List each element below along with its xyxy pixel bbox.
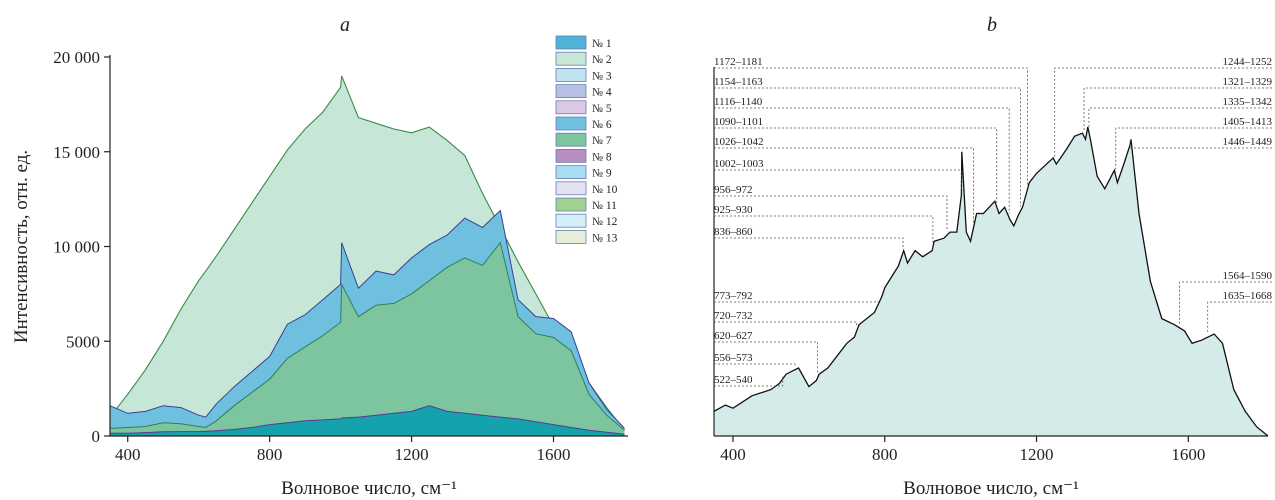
peak-leader bbox=[714, 341, 818, 374]
x-tick-label-b: 1200 bbox=[1020, 445, 1054, 464]
peak-leader bbox=[714, 107, 1010, 214]
y-tick-label-a: 10 000 bbox=[53, 238, 100, 257]
legend-swatch bbox=[555, 181, 587, 196]
peak-label: 956–972 bbox=[714, 184, 753, 196]
spectrum-area bbox=[714, 127, 1268, 436]
y-tick-label-a: 20 000 bbox=[53, 48, 100, 67]
peak-label: 1564–1590 bbox=[1223, 270, 1273, 282]
legend-label: № 11 bbox=[592, 200, 617, 212]
peak-label: 1446–1449 bbox=[1223, 136, 1273, 148]
peak-label: 1321–1329 bbox=[1223, 76, 1273, 88]
legend-swatch bbox=[555, 68, 587, 82]
peak-label: 620–627 bbox=[714, 330, 753, 342]
legend-label: № 7 bbox=[592, 135, 612, 147]
x-axis-title-a: Волновое число, см⁻¹ bbox=[281, 478, 457, 499]
series-1-area bbox=[110, 405, 625, 436]
legend-swatch bbox=[555, 116, 587, 131]
legend-label: № 4 bbox=[592, 87, 612, 99]
peak-leader bbox=[714, 215, 934, 243]
y-axis-title-a: Интенсивность, отн. ед. bbox=[11, 150, 32, 343]
x-tick-label-b: 400 bbox=[720, 445, 746, 464]
peak-leader bbox=[1129, 139, 1272, 149]
peak-leader bbox=[714, 301, 879, 303]
legend-label: № 2 bbox=[592, 54, 612, 66]
peak-leader bbox=[714, 195, 948, 232]
peak-leader bbox=[714, 237, 904, 249]
legend-label: № 3 bbox=[592, 70, 612, 82]
legend-label: № 13 bbox=[592, 232, 618, 244]
series-7-line bbox=[109, 241, 625, 431]
legend-swatch bbox=[555, 84, 587, 98]
peak-label: 1244–1252 bbox=[1223, 56, 1273, 68]
legend-label: № 9 bbox=[592, 168, 612, 180]
legend-label: № 1 bbox=[592, 38, 612, 50]
legend-swatch bbox=[555, 100, 587, 115]
legend-swatch bbox=[555, 148, 587, 163]
legend-swatch bbox=[555, 35, 587, 50]
peak-label: 1002–1003 bbox=[714, 158, 764, 170]
legend-label: № 6 bbox=[592, 119, 612, 131]
series-8-line bbox=[110, 405, 625, 435]
peak-label: 925–930 bbox=[714, 204, 753, 216]
peak-label: 1116–1140 bbox=[714, 96, 763, 108]
peak-label: 1635–1668 bbox=[1223, 290, 1273, 302]
peak-label: 773–792 bbox=[714, 290, 753, 302]
x-tick-label-b: 1600 bbox=[1171, 445, 1205, 464]
peak-leader bbox=[1179, 281, 1272, 324]
peak-leader bbox=[714, 321, 858, 327]
legend-label: № 8 bbox=[592, 151, 612, 163]
peak-leader bbox=[714, 147, 974, 224]
x-tick-label-b: 800 bbox=[872, 445, 898, 464]
x-tick-label-a: 800 bbox=[257, 445, 283, 464]
series-6-area bbox=[110, 210, 625, 431]
peak-leader bbox=[714, 374, 784, 387]
x-axis-title-b: Волновое число, см⁻¹ bbox=[903, 478, 1079, 499]
peak-label: 556–573 bbox=[714, 352, 753, 364]
legend-swatch bbox=[555, 197, 587, 212]
peak-leader bbox=[1207, 301, 1272, 334]
peak-leader bbox=[714, 67, 1028, 186]
peak-label: 720–732 bbox=[714, 310, 753, 322]
peak-leader bbox=[714, 87, 1021, 207]
legend-swatch bbox=[555, 213, 587, 228]
x-tick-label-a: 1600 bbox=[536, 445, 570, 464]
y-tick-label-a: 15 000 bbox=[53, 143, 100, 162]
legend-label: № 5 bbox=[592, 103, 612, 115]
peak-leader bbox=[714, 363, 796, 366]
legend-swatch bbox=[555, 165, 587, 180]
peak-leader bbox=[1083, 87, 1272, 133]
legend-swatch bbox=[555, 229, 587, 244]
peak-label: 522–540 bbox=[714, 374, 753, 386]
peak-label: 1026–1042 bbox=[714, 136, 764, 148]
peak-label: 836–860 bbox=[714, 226, 753, 238]
y-tick-label-a: 5000 bbox=[66, 332, 100, 351]
legend-label: № 12 bbox=[592, 216, 618, 228]
peak-leader bbox=[1088, 107, 1272, 129]
peak-leader bbox=[1054, 67, 1272, 157]
peak-label: 1090–1101 bbox=[714, 116, 763, 128]
legend-swatch bbox=[555, 132, 587, 147]
peak-leader bbox=[1115, 127, 1272, 173]
peak-label: 1172–1181 bbox=[714, 56, 763, 68]
legend-label: № 10 bbox=[592, 184, 618, 196]
y-tick-label-a: 0 bbox=[92, 427, 101, 446]
series-4-line bbox=[109, 209, 625, 429]
peak-label: 1405–1413 bbox=[1223, 116, 1273, 128]
peak-leader bbox=[714, 127, 998, 203]
x-tick-label-a: 400 bbox=[115, 445, 141, 464]
peak-label: 1154–1163 bbox=[714, 76, 763, 88]
legend-swatch bbox=[555, 51, 587, 66]
spectrum-line bbox=[713, 126, 1269, 437]
series-7-area bbox=[110, 242, 625, 435]
panel-a-title: a bbox=[340, 14, 350, 36]
series-2-line bbox=[109, 75, 625, 431]
peak-label: 1335–1342 bbox=[1223, 96, 1273, 108]
panel-b-title: b bbox=[987, 14, 997, 36]
peak-leader bbox=[714, 169, 962, 191]
x-tick-label-a: 1200 bbox=[395, 445, 429, 464]
